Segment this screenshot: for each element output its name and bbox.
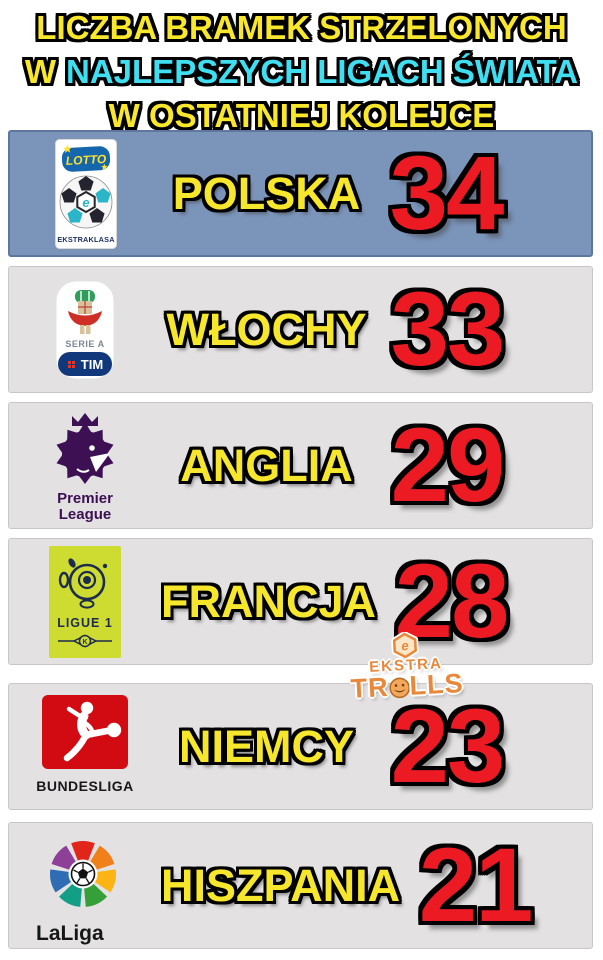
- title-line-2-highlight: NAJLEPSZYCH LIGACH ŚWIATA: [66, 53, 579, 90]
- laliga-logo-box: LaLiga: [9, 827, 161, 945]
- bundesliga-logo-box: BUNDESLIGA: [9, 694, 161, 799]
- ekstra-trolls-watermark: e EKSTRA TR LLS: [344, 629, 467, 704]
- watermark-line-2: TR LLS: [346, 668, 467, 704]
- premier-league-logo-box: Premier League: [9, 410, 161, 522]
- troll-face-icon: [388, 677, 410, 699]
- bundesliga-wordmark: BUNDESLIGA: [37, 778, 133, 794]
- title-line-3: W OSTATNIEJ KOLEJCE: [108, 97, 495, 134]
- watermark-line-2-pre: TR: [349, 671, 390, 704]
- tim-wordmark: TIM: [81, 357, 103, 372]
- goals-value: 29: [390, 407, 506, 524]
- serie-a-wordmark: SERIE A: [65, 339, 104, 349]
- ekstraklasa-logo-icon: LOTTO e EKSTRAKLASA: [55, 138, 117, 249]
- country-label: HISZPANIA: [161, 859, 401, 911]
- ekstraklasa-e-glyph: e: [82, 195, 89, 210]
- country-label: NIEMCY: [178, 720, 354, 772]
- goals-value: 21: [418, 827, 534, 944]
- title-line-2-prefix: W: [24, 53, 57, 90]
- ligue1-wordmark: LIGUE 1: [57, 616, 113, 630]
- league-row-wlochy: SERIE A TIM WŁOCHY 33: [8, 266, 593, 393]
- country-label: POLSKA: [172, 167, 361, 219]
- premier-wordmark-line2: League: [59, 506, 112, 522]
- league-row-niemcy: BUNDESLIGA NIEMCY 23: [8, 683, 593, 810]
- goals-value: 23: [390, 688, 506, 805]
- premier-league-lion-icon: Premier League: [56, 412, 114, 522]
- title-line-1: LICZBA BRAMEK STRZELONYCH: [36, 9, 567, 46]
- league-row-polska: LOTTO e EKSTRAKLASA POLSKA 34: [8, 130, 593, 257]
- league-row-francja: LIGUE 1 K FRANCJA 28: [8, 538, 593, 665]
- bundesliga-logo-icon: BUNDESLIGA: [37, 694, 133, 794]
- ekstra-trolls-hexagon-icon: e: [391, 631, 419, 659]
- svg-text:e: e: [401, 638, 409, 653]
- serie-a-logo-box: SERIE A TIM: [9, 280, 161, 380]
- ekstraklasa-wordmark: EKSTRAKLASA: [57, 235, 115, 244]
- country-label: FRANCJA: [161, 575, 377, 627]
- goals-value: 34: [389, 135, 505, 252]
- laliga-logo-icon: LaLiga: [36, 840, 118, 945]
- serie-a-logo-icon: SERIE A TIM: [55, 280, 115, 379]
- premier-wordmark-line1: Premier: [57, 490, 113, 507]
- country-label: WŁOCHY: [166, 303, 367, 355]
- ekstraklasa-logo-box: LOTTO e EKSTRAKLASA: [10, 138, 162, 249]
- watermark-line-2-post: LLS: [408, 668, 465, 701]
- ligue1-logo-box: LIGUE 1 K: [9, 545, 161, 658]
- laliga-wordmark: LaLiga: [36, 922, 104, 945]
- ligue1-k-glyph: K: [82, 639, 87, 646]
- ligue1-logo-icon: LIGUE 1 K: [49, 545, 121, 658]
- title-line-2: W NAJLEPSZYCH LIGACH ŚWIATA: [0, 52, 603, 92]
- lotto-wordmark: LOTTO: [65, 151, 107, 167]
- league-row-anglia: Premier League ANGLIA 29: [8, 402, 593, 529]
- country-label: ANGLIA: [180, 439, 353, 491]
- goals-value: 33: [390, 271, 506, 388]
- league-row-hiszpania: LaLiga HISZPANIA 21: [8, 822, 593, 949]
